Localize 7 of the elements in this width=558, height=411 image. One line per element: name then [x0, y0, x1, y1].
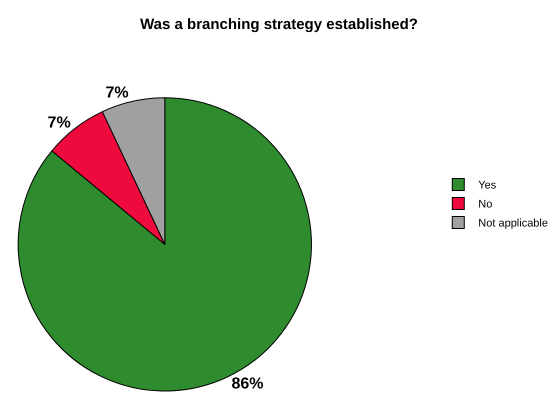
legend-label: No	[478, 198, 492, 211]
chart-title: Was a branching strategy established?	[140, 16, 418, 33]
data-label: 7%	[105, 84, 129, 102]
data-label: 7%	[48, 114, 71, 132]
data-label: 86%	[231, 376, 264, 393]
legend-label: Yes	[478, 180, 497, 192]
legend-label: Not applicable	[478, 218, 548, 230]
